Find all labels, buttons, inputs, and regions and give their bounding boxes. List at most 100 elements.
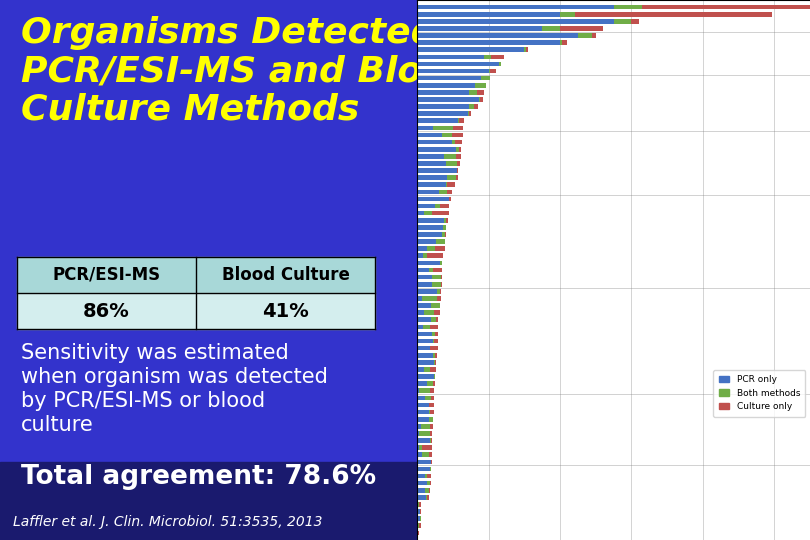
Bar	[453, 126, 463, 130]
Bar	[420, 509, 421, 514]
Bar	[430, 431, 433, 436]
Bar	[422, 453, 429, 457]
Bar	[419, 431, 430, 436]
Bar	[560, 12, 575, 17]
Bar	[435, 332, 438, 336]
Bar	[431, 396, 434, 400]
Bar	[417, 474, 425, 478]
Bar	[423, 253, 427, 258]
Legend: PCR only, Both methods, Culture only: PCR only, Both methods, Culture only	[713, 370, 805, 417]
Bar	[434, 339, 438, 343]
Bar	[417, 232, 441, 237]
Bar	[417, 282, 432, 287]
Bar	[428, 246, 436, 251]
Bar	[417, 353, 433, 357]
Bar	[417, 374, 434, 379]
Bar	[417, 48, 524, 52]
Bar	[427, 381, 433, 386]
Bar	[417, 104, 468, 109]
Bar	[417, 204, 435, 208]
Bar	[417, 126, 433, 130]
Bar	[417, 495, 427, 500]
Bar	[441, 275, 442, 279]
Bar	[417, 12, 560, 17]
Bar	[432, 332, 435, 336]
Bar	[0, 0, 417, 462]
Bar	[425, 474, 428, 478]
Bar	[417, 325, 423, 329]
Bar	[447, 176, 456, 180]
Bar	[435, 360, 436, 364]
Bar	[459, 147, 461, 152]
Bar	[441, 204, 450, 208]
Bar	[592, 33, 595, 38]
Bar	[429, 417, 433, 422]
Bar	[417, 69, 489, 73]
Bar	[418, 523, 420, 528]
Bar	[437, 296, 441, 301]
Bar	[422, 446, 432, 450]
Bar	[575, 12, 772, 17]
Text: PCR/ESI-MS: PCR/ESI-MS	[53, 266, 160, 284]
Bar	[441, 261, 442, 265]
Bar	[417, 197, 449, 201]
Bar	[417, 410, 428, 414]
Bar	[429, 403, 434, 407]
Bar	[459, 118, 464, 123]
Bar	[642, 5, 810, 9]
Bar	[417, 502, 418, 507]
Bar	[421, 424, 429, 429]
Bar	[489, 69, 490, 73]
Bar	[417, 218, 445, 222]
Bar	[477, 90, 484, 94]
Bar	[446, 218, 448, 222]
Bar	[417, 516, 420, 521]
Bar	[420, 388, 430, 393]
Bar	[457, 168, 458, 173]
Bar	[417, 481, 427, 485]
Bar	[441, 133, 452, 137]
Bar	[481, 76, 490, 80]
Bar	[417, 33, 578, 38]
Bar	[417, 147, 456, 152]
Bar	[417, 111, 468, 116]
Bar	[427, 481, 430, 485]
Bar	[456, 176, 458, 180]
Bar	[419, 446, 422, 450]
Bar	[417, 332, 432, 336]
Bar	[417, 446, 419, 450]
Bar	[560, 26, 603, 31]
Bar	[417, 438, 430, 443]
Bar	[417, 5, 614, 9]
Bar	[446, 183, 447, 187]
Bar	[437, 289, 441, 294]
Bar	[484, 55, 491, 59]
Bar	[425, 396, 431, 400]
Bar	[417, 225, 443, 229]
Bar	[417, 396, 425, 400]
Bar	[469, 90, 477, 94]
Bar	[441, 232, 446, 237]
Bar	[428, 474, 431, 478]
Bar	[17, 293, 375, 329]
Bar	[417, 467, 430, 471]
Bar	[542, 26, 560, 31]
Bar	[417, 403, 429, 407]
Bar	[417, 40, 560, 45]
Bar	[17, 256, 375, 293]
Bar	[499, 62, 501, 66]
Bar	[417, 296, 422, 301]
Bar	[432, 275, 441, 279]
Bar	[428, 410, 430, 414]
Text: Organisms Detected by
PCR/ESI-MS and Blood
Culture Methods: Organisms Detected by PCR/ESI-MS and Blo…	[21, 16, 498, 126]
Bar	[417, 381, 427, 386]
Bar	[417, 424, 421, 429]
Bar	[430, 367, 436, 372]
Bar	[417, 239, 437, 244]
Text: Laffler et al. J. Clin. Microbiol. 51:3535, 2013: Laffler et al. J. Clin. Microbiol. 51:35…	[12, 515, 322, 529]
Bar	[468, 104, 475, 109]
Bar	[456, 147, 459, 152]
Bar	[417, 453, 422, 457]
Bar	[417, 97, 480, 102]
Bar	[417, 431, 419, 436]
